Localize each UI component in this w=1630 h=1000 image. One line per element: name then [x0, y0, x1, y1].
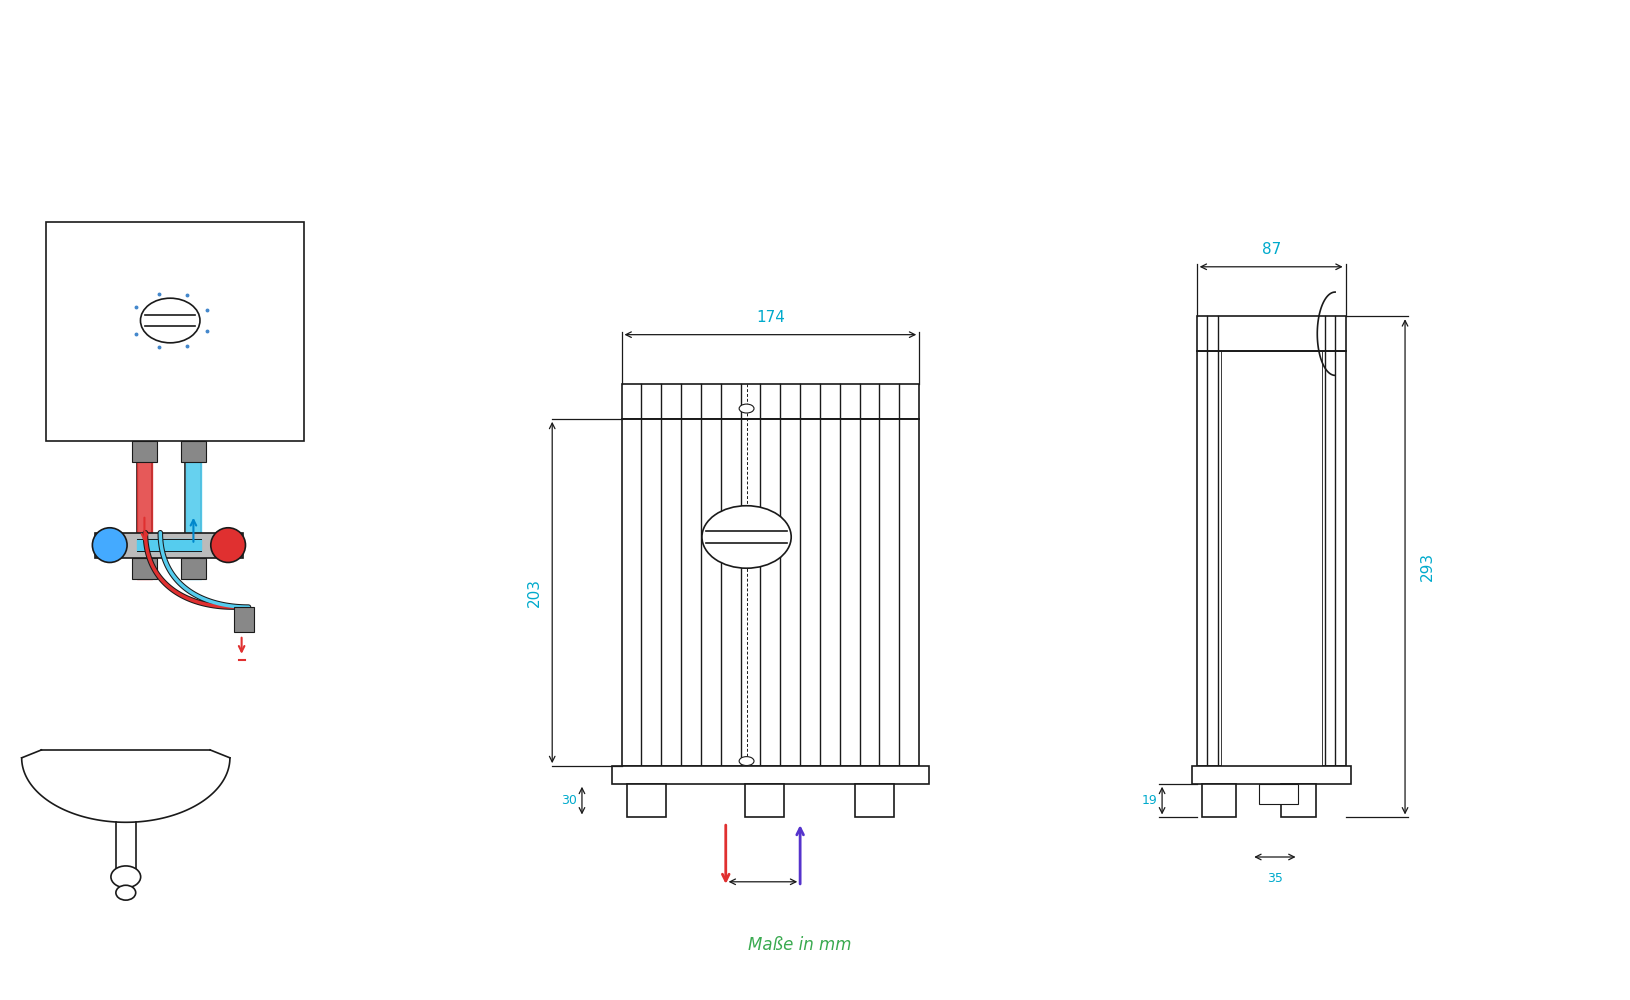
Ellipse shape — [116, 885, 135, 900]
Bar — [1192, 766, 1351, 784]
Bar — [1281, 784, 1315, 817]
Ellipse shape — [111, 866, 140, 888]
Bar — [1258, 784, 1299, 804]
Bar — [611, 766, 929, 784]
Bar — [95, 533, 243, 558]
Text: 174: 174 — [756, 310, 784, 325]
Bar — [1196, 316, 1345, 351]
Bar — [1196, 351, 1345, 766]
Ellipse shape — [738, 404, 755, 413]
Text: 203: 203 — [526, 578, 543, 607]
Text: 35: 35 — [1267, 872, 1283, 885]
Bar — [233, 607, 254, 632]
Bar — [132, 558, 158, 579]
Text: 30: 30 — [561, 794, 577, 807]
Ellipse shape — [140, 298, 200, 343]
Bar — [621, 384, 919, 419]
Bar — [181, 440, 207, 462]
Ellipse shape — [210, 528, 246, 562]
Ellipse shape — [738, 757, 755, 766]
Bar — [621, 419, 919, 766]
Text: Maße in mm: Maße in mm — [748, 936, 852, 954]
Text: 293: 293 — [1420, 552, 1434, 581]
Text: 19: 19 — [1141, 794, 1157, 807]
Ellipse shape — [93, 528, 127, 562]
Bar — [132, 440, 158, 462]
Bar — [1201, 784, 1237, 817]
Bar — [626, 784, 667, 817]
Bar — [854, 784, 895, 817]
Bar — [47, 222, 305, 440]
Bar — [181, 558, 207, 579]
Bar — [1221, 351, 1322, 766]
Text: 87: 87 — [1262, 242, 1281, 257]
Bar — [745, 784, 784, 817]
Ellipse shape — [703, 506, 791, 568]
